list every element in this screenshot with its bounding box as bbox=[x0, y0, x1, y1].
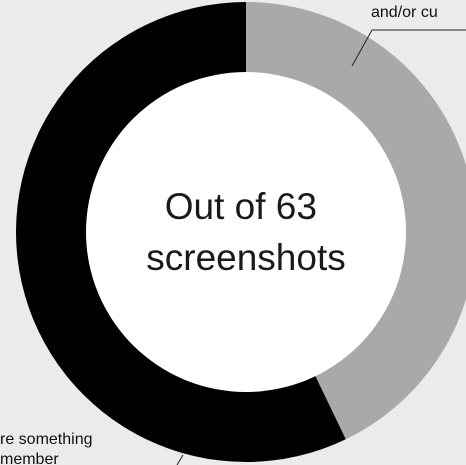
leader-line-gray bbox=[351, 29, 466, 67]
center-label: Out of 63 screenshots bbox=[146, 186, 346, 278]
slice-label-gray-line-1: and/or cu bbox=[371, 4, 438, 21]
slice-label-black-line-2: member bbox=[0, 451, 59, 465]
slice-label-black: re something member bbox=[0, 431, 97, 465]
donut-hole bbox=[86, 72, 406, 392]
slice-label-gray: and/or cu bbox=[371, 4, 438, 21]
slice-annotation-black: re something member bbox=[0, 431, 184, 465]
center-label-line-1: Out of 63 bbox=[165, 186, 317, 227]
slice-annotation-gray: and/or cu bbox=[351, 4, 466, 67]
leader-line-black bbox=[176, 454, 184, 465]
slice-label-black-line-1: re something bbox=[0, 431, 93, 448]
center-label-line-2: screenshots bbox=[146, 237, 346, 278]
